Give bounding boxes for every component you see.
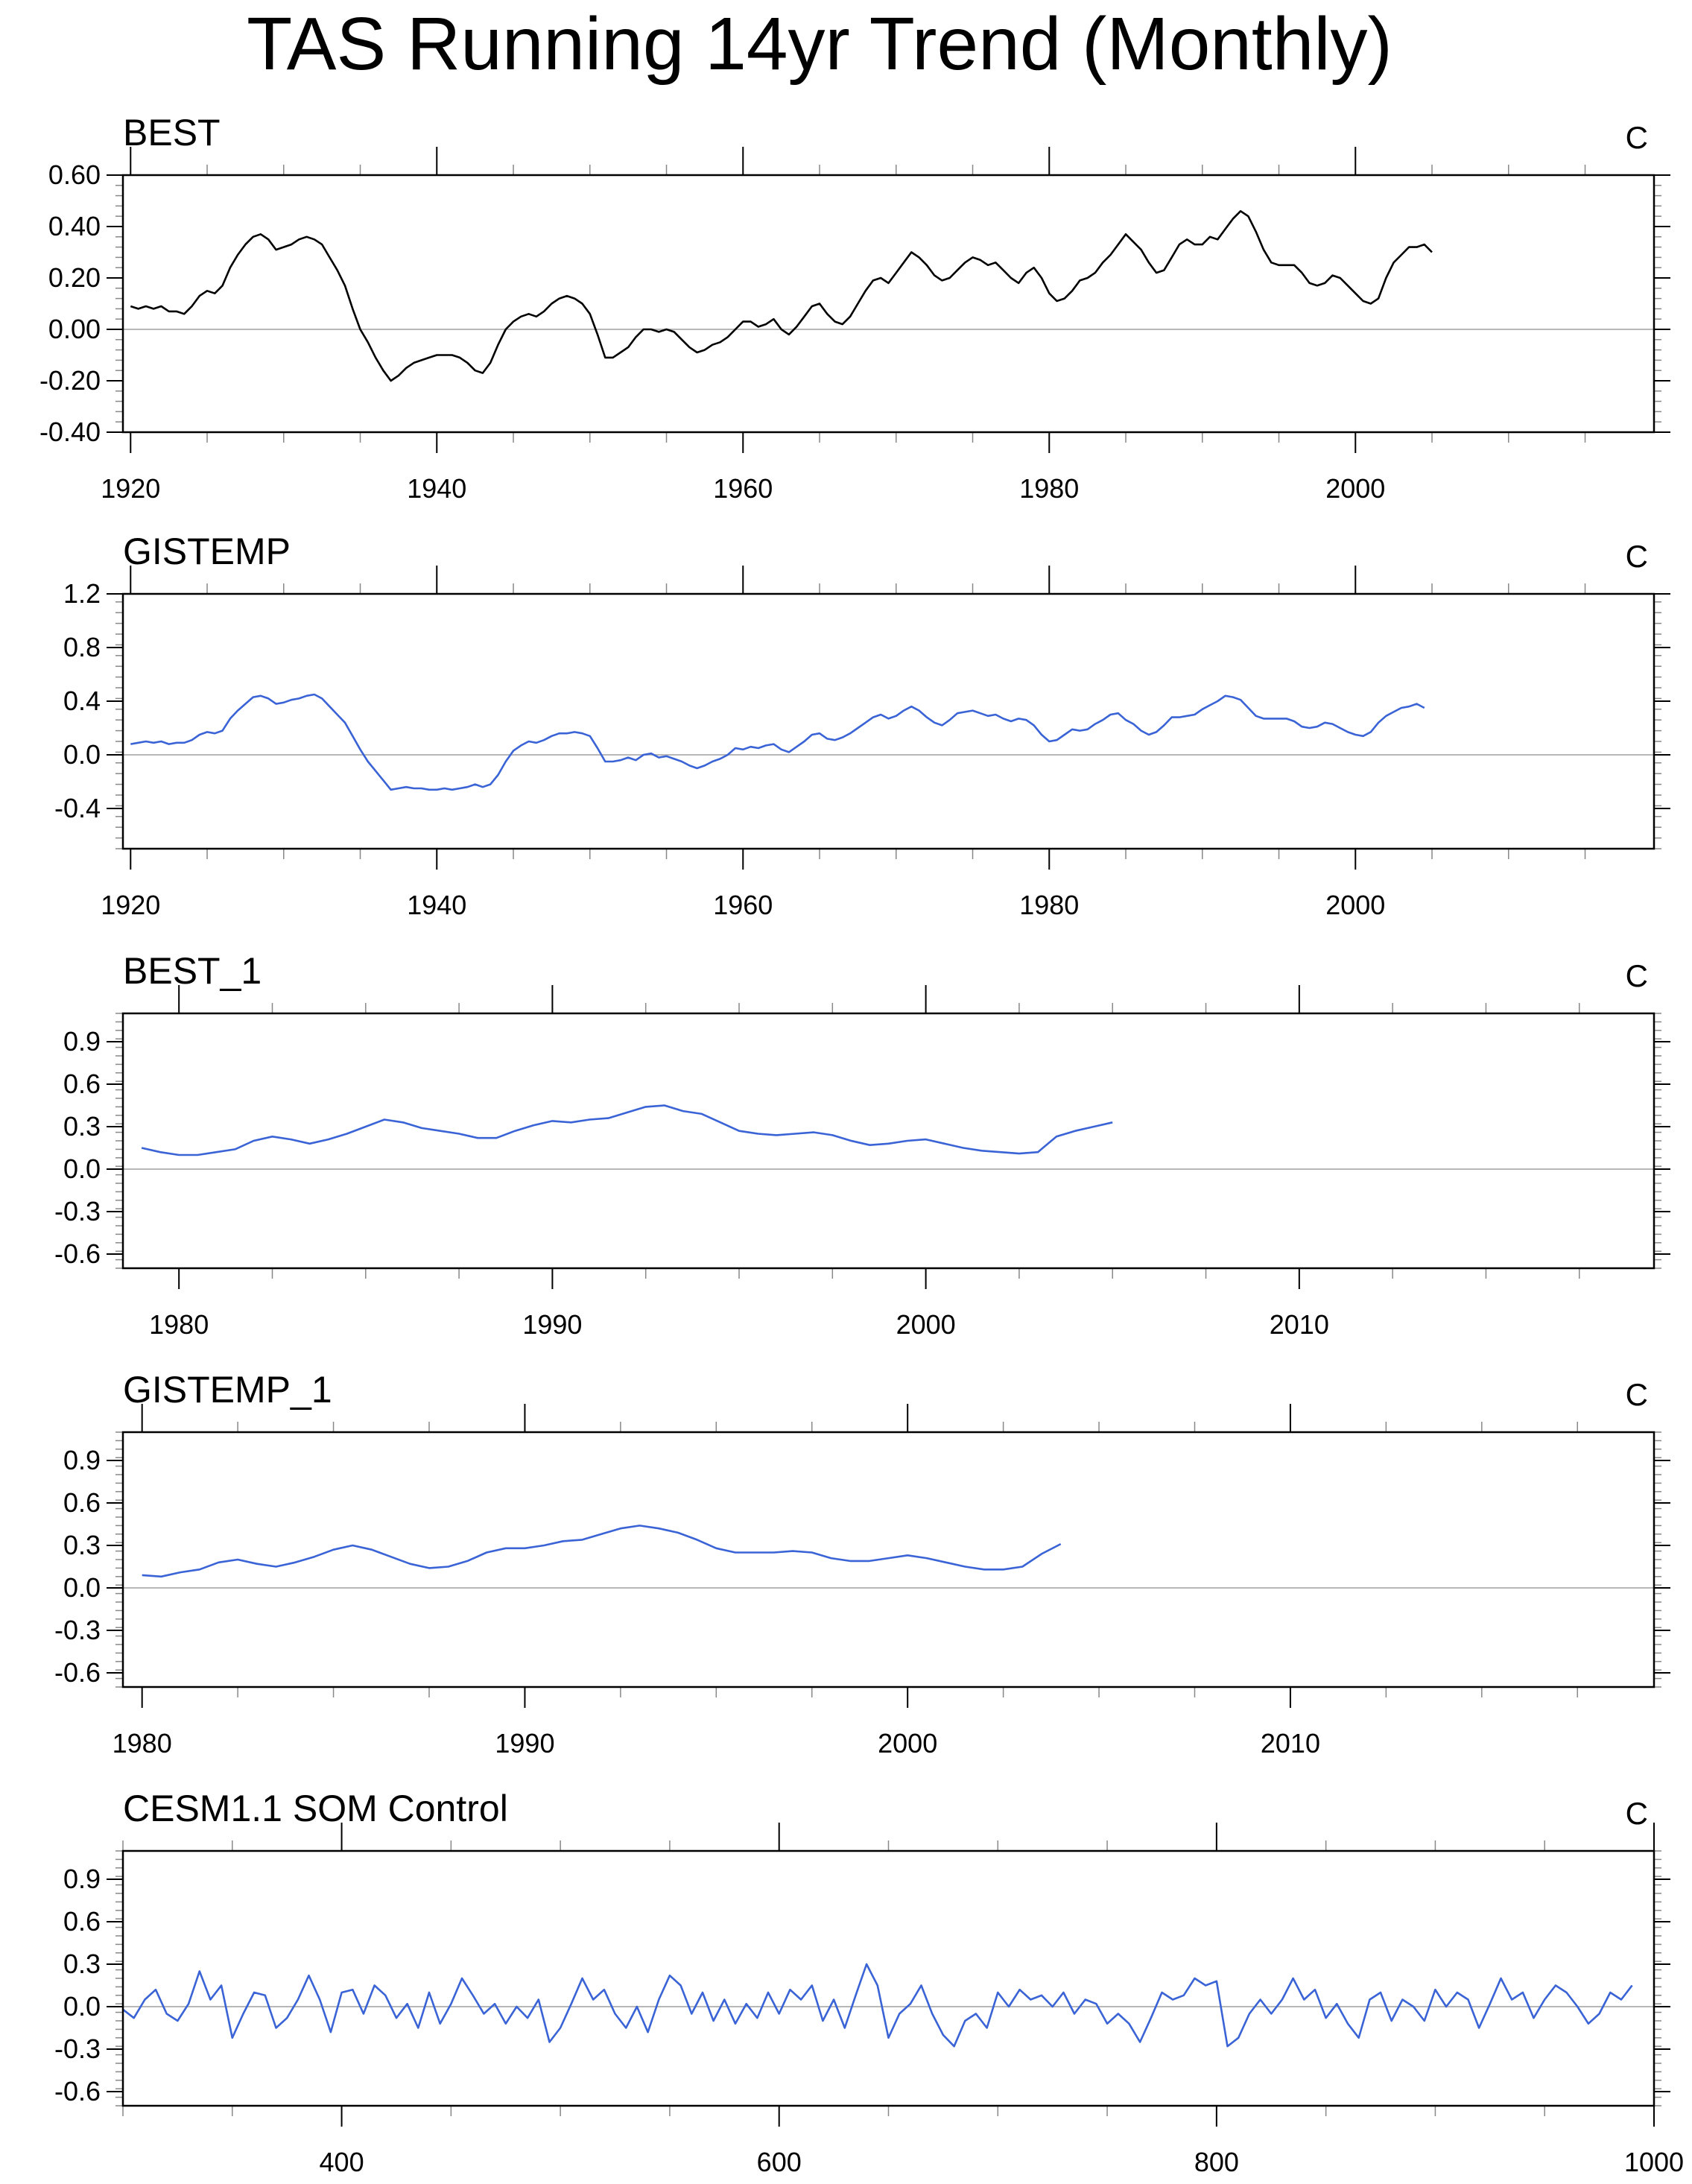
units-label: C <box>1626 1377 1648 1412</box>
ytick-label: 0.6 <box>63 1487 101 1518</box>
panel-title: GISTEMP_1 <box>123 1369 332 1411</box>
xtick-label: 1980 <box>1019 890 1079 920</box>
ytick-label: -0.6 <box>54 1657 101 1688</box>
panel-4: CESM1.1 SOM Control C -0.6 -0.3 0.0 0.3 0.6 0.9… <box>54 1788 1684 2177</box>
ytick-label: -0.4 <box>54 793 101 823</box>
units-label: C <box>1626 120 1648 155</box>
xtick-label: 1920 <box>101 890 160 920</box>
xtick-label: 800 <box>1194 2147 1239 2177</box>
units-label: C <box>1626 539 1648 574</box>
panel-2: BEST_1 C -0.6 -0.3 0.0 0.3 0.6 0.9 1980 1990 2000 2… <box>54 950 1670 1340</box>
panel-title: CESM1.1 SOM Control <box>123 1788 508 1829</box>
xtick-label: 400 <box>320 2147 364 2177</box>
ytick-label: 0.60 <box>48 159 101 190</box>
ytick-label: -0.3 <box>54 1196 101 1226</box>
ytick-label: 0.0 <box>63 739 101 770</box>
xtick-label: 2010 <box>1261 1728 1320 1759</box>
xtick-label: 1990 <box>495 1728 554 1759</box>
units-label: C <box>1626 958 1648 993</box>
plot-frame <box>121 1012 1655 1270</box>
xtick-label: 1980 <box>149 1309 209 1340</box>
ytick-label: 0.20 <box>48 262 101 293</box>
ytick-label: -0.6 <box>54 2076 101 2107</box>
ytick-label: -0.3 <box>54 2033 101 2064</box>
chart-title: TAS Running 14yr Trend (Monthly) <box>247 2 1392 86</box>
xtick-label: 1940 <box>407 890 466 920</box>
series-line <box>130 209 1433 382</box>
ytick-label: -0.40 <box>39 417 101 447</box>
ytick-label: 0.3 <box>63 1530 101 1560</box>
xtick-label: 1990 <box>522 1309 582 1340</box>
xtick-label: 1000 <box>1624 2147 1684 2177</box>
xtick-label: 1980 <box>113 1728 172 1759</box>
ytick-label: 0.6 <box>63 1069 101 1099</box>
ytick-label: 0.9 <box>63 1026 101 1057</box>
ytick-label: 0.9 <box>63 1445 101 1475</box>
series-line <box>142 1525 1062 1578</box>
plot-frame <box>121 1849 1655 2107</box>
ytick-label: -0.6 <box>54 1238 101 1269</box>
series-line <box>141 1104 1113 1156</box>
panel-0: BEST C -0.40 -0.20 0.00 0.20 0.40 0.60 1920 1940 1… <box>39 112 1670 504</box>
ytick-label: 0.3 <box>63 1111 101 1142</box>
ytick-label: 0.9 <box>63 1864 101 1894</box>
ytick-label: 0.0 <box>63 1991 101 2022</box>
plot-frame <box>121 1431 1655 1688</box>
ytick-label: 0.6 <box>63 1906 101 1937</box>
xtick-label: 2000 <box>896 1309 956 1340</box>
xtick-label: 1960 <box>713 473 773 504</box>
series-line <box>130 693 1425 791</box>
ytick-label: 1.2 <box>63 578 101 609</box>
xtick-label: 1960 <box>713 890 773 920</box>
xtick-label: 2000 <box>1325 473 1385 504</box>
xtick-label: 1940 <box>407 473 466 504</box>
panel-title: BEST_1 <box>123 950 262 992</box>
ytick-label: 0.3 <box>63 1949 101 1979</box>
ytick-label: -0.3 <box>54 1615 101 1645</box>
ytick-label: 0.8 <box>63 632 101 662</box>
ytick-label: 0.4 <box>63 686 101 716</box>
series-line <box>122 1963 1633 2048</box>
panel-3: GISTEMP_1 C -0.6 -0.3 0.0 0.3 0.6 0.9 1980 1990 20… <box>54 1369 1670 1759</box>
units-label: C <box>1626 1796 1648 1831</box>
panel-title: GISTEMP <box>123 531 291 572</box>
xtick-label: 2000 <box>878 1728 937 1759</box>
ytick-label: 0.0 <box>63 1572 101 1603</box>
panel-title: BEST <box>123 112 221 153</box>
xtick-label: 2010 <box>1270 1309 1329 1340</box>
xtick-label: 1980 <box>1019 473 1079 504</box>
xtick-label: 600 <box>757 2147 802 2177</box>
ytick-label: 0.00 <box>48 314 101 344</box>
panel-1: GISTEMP C -0.4 0.0 0.4 0.8 1.2 1920 1940 1960 1980… <box>54 531 1670 920</box>
xtick-label: 1920 <box>101 473 160 504</box>
plot-frame <box>121 174 1655 434</box>
plot-frame <box>121 592 1655 850</box>
ytick-label: -0.20 <box>39 365 101 396</box>
xtick-label: 2000 <box>1325 890 1385 920</box>
ytick-label: 0.40 <box>48 211 101 241</box>
ytick-label: 0.0 <box>63 1153 101 1184</box>
